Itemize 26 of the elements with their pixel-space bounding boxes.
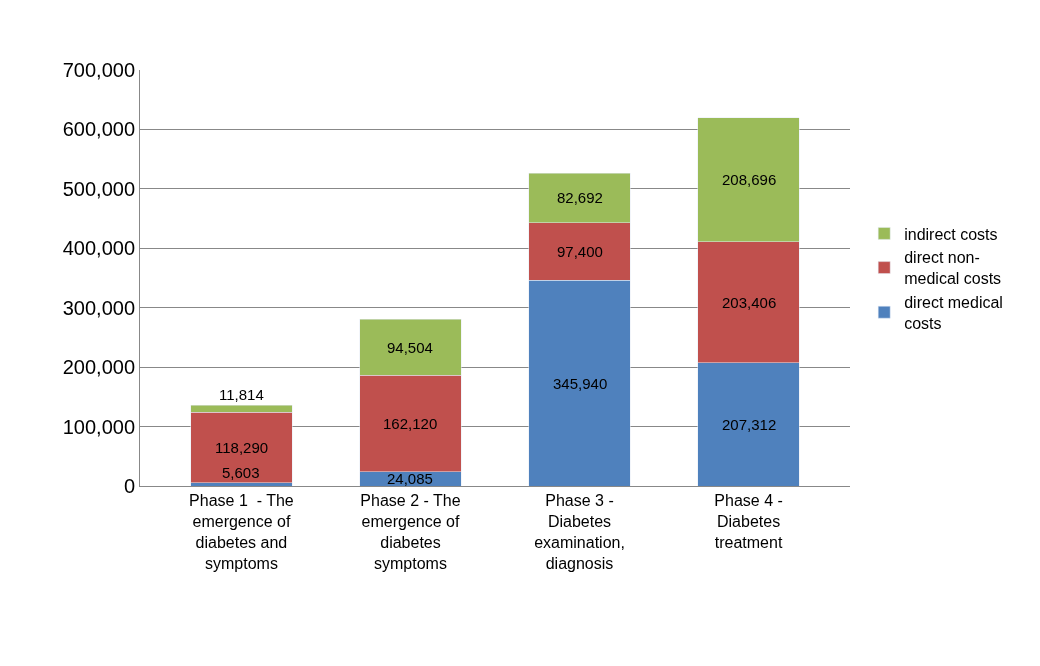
y-tick-label: 0 [123, 475, 135, 497]
data-label: 118,290 [215, 439, 269, 456]
y-tick-label: 500,000 [62, 177, 135, 200]
data-label: 5,603 [222, 464, 260, 481]
data-label: 97,400 [557, 243, 603, 260]
data-label: 11,814 [219, 386, 264, 403]
data-label: 24,085 [387, 470, 433, 487]
data-label: 345,940 [553, 375, 608, 392]
legend-label: direct medical costs [904, 294, 1003, 332]
data-label: 94,504 [387, 339, 433, 356]
data-label: 207,312 [722, 416, 777, 433]
y-tick-label: 400,000 [62, 237, 135, 260]
x-tick-label: Phase 4 - Diabetes treatment [714, 492, 783, 551]
y-tick-label: 100,000 [62, 415, 135, 438]
y-tick-label: 200,000 [62, 356, 135, 379]
y-tick-label: 300,000 [62, 296, 135, 319]
x-tick-label: Phase 2 - The emergence of diabetes symptoms [360, 492, 461, 572]
legend-label: indirect costs [904, 225, 998, 243]
data-label: 208,696 [722, 171, 777, 188]
x-tick-label: Phase 3 - Diabetes examination, diagnosis [534, 492, 625, 572]
data-label: 203,406 [722, 294, 777, 311]
y-tick-label: 600,000 [62, 118, 135, 141]
x-tick-label: Phase 1 - The emergence of diabetes and symptoms [189, 492, 294, 572]
data-label: 162,120 [383, 415, 438, 432]
data-label: 82,692 [557, 189, 603, 206]
y-tick-label: 700,000 [62, 59, 135, 81]
